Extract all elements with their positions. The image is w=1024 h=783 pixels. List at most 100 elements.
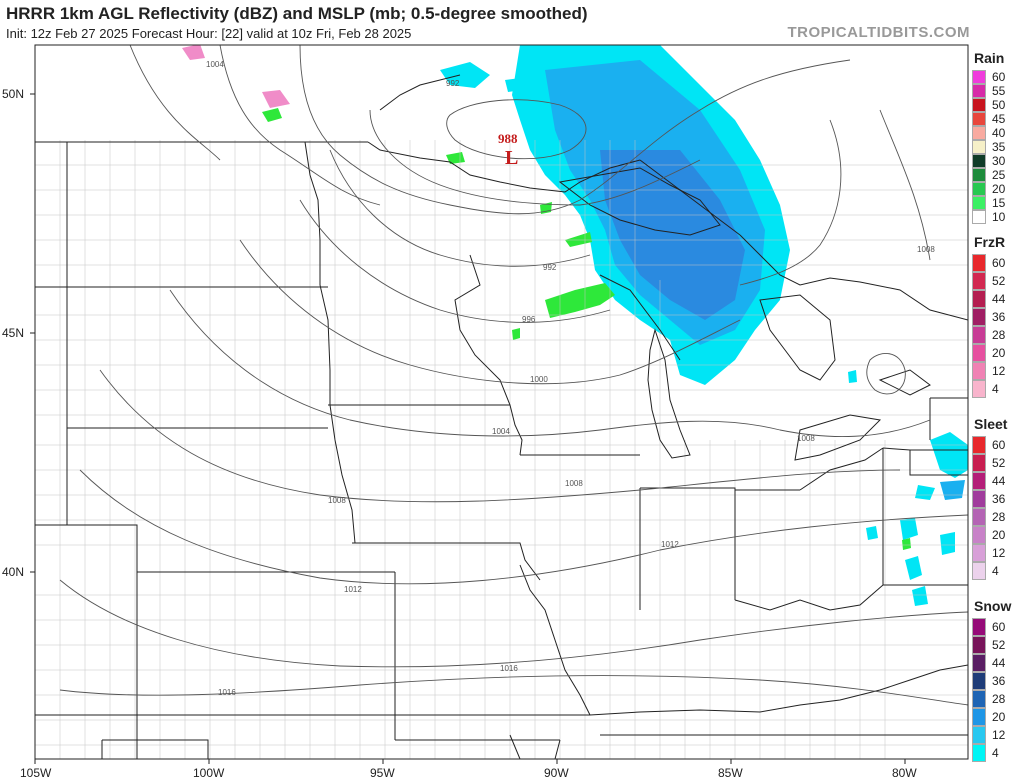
legend-label: 12 [992,728,1006,742]
county-lines [35,140,968,759]
isobar-label: 1012 [661,540,679,549]
state-lines [35,141,968,759]
legend-swatch [972,112,986,126]
legend-swatch [972,196,986,210]
legend-label: 28 [992,328,1006,342]
legend-label: 4 [992,564,999,578]
legend-label: 4 [992,382,999,396]
legend-swatch [972,182,986,196]
isobar-labels: 1004 992 992 996 1000 1004 1008 1008 100… [206,60,935,697]
longitude-axis: 105W 100W 95W 90W 85W 80W [20,759,917,780]
isobar-label: 1008 [917,245,935,254]
legend-label: 28 [992,510,1006,524]
legend-label: 36 [992,310,1006,324]
legend-swatch [972,70,986,84]
legend-swatch [972,726,986,744]
site-watermark: TROPICALTIDBITS.COM [787,24,970,41]
isobar-label: 1004 [492,427,510,436]
lon-label: 100W [193,766,225,780]
low-pressure-symbol: L [505,147,518,169]
isobar-label: 1004 [206,60,224,69]
map-background [35,45,968,759]
mix-area [182,45,290,108]
lon-label: 90W [544,766,569,780]
legend-swatch [972,326,986,344]
legend-label: 20 [992,710,1006,724]
map-title: HRRR 1km AGL Reflectivity (dBZ) and MSLP… [6,4,588,23]
legend-label: 15 [992,196,1006,210]
legend-title: Sleet [974,416,1008,432]
isobar-label: 1000 [530,375,548,384]
legend-label: 60 [992,620,1006,634]
freezing-rain-legend: FrzR 60 52 44 36 28 20 12 4 [968,232,1024,402]
legend-label: 50 [992,98,1006,112]
legend-label: 20 [992,346,1006,360]
legend-label: 12 [992,364,1006,378]
legend-swatch [972,690,986,708]
isobar-label: 1008 [565,479,583,488]
legend-title: Rain [974,50,1005,66]
lon-label: 105W [20,766,52,780]
legend-swatch [972,436,986,454]
lon-label: 95W [370,766,395,780]
legend-label: 55 [992,84,1006,98]
legend-swatch [972,544,986,562]
legend-swatch [972,526,986,544]
legend-label: 44 [992,292,1006,306]
legend-swatch [972,562,986,580]
legend-label: 60 [992,70,1006,84]
legend-label: 60 [992,438,1006,452]
legend-label: 28 [992,692,1006,706]
legend-label: 20 [992,182,1006,196]
lat-label: 50N [2,87,24,101]
legend-swatch [972,272,986,290]
lat-label: 40N [2,565,24,579]
legend-swatch [972,210,986,224]
low-pressure-center: 988 L [498,131,518,169]
legend-swatch [972,362,986,380]
legend-label: 40 [992,126,1006,140]
isobar-label: 992 [446,79,460,88]
legend-swatch [972,654,986,672]
legend-swatch [972,618,986,636]
legend-swatch [972,140,986,154]
isobars [59,45,968,706]
lon-label: 80W [892,766,917,780]
legend-swatch [972,98,986,112]
legend-title: Snow [974,598,1012,614]
run-info: Init: 12z Feb 27 2025 Forecast Hour: [22… [6,26,412,41]
legend-swatch [972,126,986,140]
legend-label: 30 [992,154,1006,168]
legend-swatch [972,154,986,168]
legend-label: 10 [992,210,1006,224]
legend-label: 60 [992,256,1006,270]
map-frame [34,44,969,760]
legend-label: 36 [992,674,1006,688]
lon-label: 85W [718,766,743,780]
legend-swatch [972,308,986,326]
legend-swatch [972,744,986,762]
legend-label: 36 [992,492,1006,506]
legend-label: 52 [992,638,1006,652]
legend-swatch [972,508,986,526]
isobar-label: 996 [522,315,536,324]
isobar-label: 1008 [328,496,346,505]
legend-swatch [972,636,986,654]
lake-outlines [379,74,968,461]
snow-legend: Snow 60 52 44 36 28 20 12 4 [968,596,1024,766]
legend-swatch [972,290,986,308]
legend-swatch [972,254,986,272]
legend-label: 20 [992,528,1006,542]
legend-swatch [972,472,986,490]
legend-swatch [972,454,986,472]
isobar-label: 1016 [218,688,236,697]
legend-title: FrzR [974,234,1006,250]
legend-label: 45 [992,112,1006,126]
rain-legend: Rain 60 55 50 45 40 35 30 25 20 15 10 [968,48,1024,224]
legend-swatch [972,672,986,690]
legend-label: 52 [992,456,1006,470]
legend-label: 44 [992,474,1006,488]
legend-label: 12 [992,546,1006,560]
header: HRRR 1km AGL Reflectivity (dBZ) and MSLP… [0,0,1024,44]
